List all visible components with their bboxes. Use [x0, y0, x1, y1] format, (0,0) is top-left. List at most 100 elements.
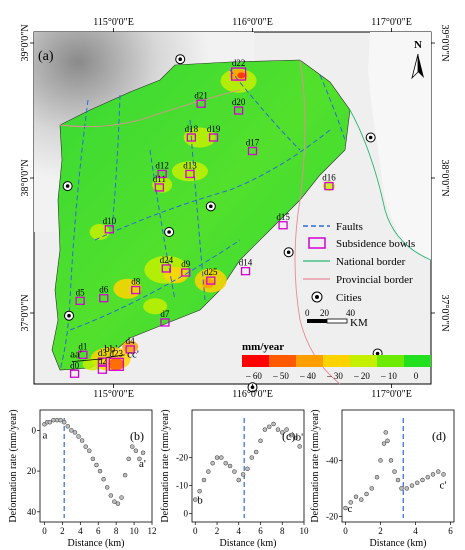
- deformation-blobs: [82, 68, 335, 371]
- legend-bowl-swatch: [308, 237, 326, 249]
- profile-frame: [191, 409, 305, 523]
- subsidence-bowl-d14: [240, 266, 251, 276]
- profile-point: [137, 456, 142, 462]
- profile-x-tick: 10: [130, 526, 140, 536]
- subsidence-bowl-d20: [233, 106, 244, 115]
- legend-subsidence-bowls: Subsidence bowls: [336, 238, 415, 250]
- lat-tick-left: 39°0'0"N: [20, 24, 31, 61]
- profile-point: [227, 463, 233, 469]
- profile-point: [353, 494, 359, 500]
- profile-point: [79, 438, 85, 443]
- profile-point: [232, 469, 237, 474]
- legend-city-swatch: [311, 291, 323, 303]
- bowl-label-d20: d20: [232, 97, 246, 107]
- lat-tick-right: 37°0'0"N: [439, 294, 450, 331]
- profile-point: [378, 458, 383, 463]
- lat-tick-left: 38°0'0"N: [20, 159, 31, 196]
- profile-y-tick: 20: [27, 466, 37, 476]
- fault-lines: [59, 69, 346, 371]
- bowl-label-d17: d17: [246, 138, 260, 148]
- lon-tick-top: 116°0'0"E: [232, 17, 273, 28]
- profile-label: aa': [70, 349, 82, 361]
- profile-point: [201, 477, 207, 483]
- profile-point: [69, 428, 74, 433]
- profile-point: [253, 449, 259, 455]
- bowl-label-d16: d16: [322, 173, 336, 183]
- profile-y-tick: 0: [32, 425, 37, 435]
- profile-point: [385, 438, 390, 444]
- profile-x-tick: 8: [114, 526, 119, 536]
- bowl-label-d3: d3: [98, 348, 108, 358]
- profile-y-tick: -20: [176, 453, 188, 463]
- subsidence-bowl-d23: [108, 357, 124, 371]
- city-markers: [62, 54, 383, 393]
- bowl-label-d22: d22: [232, 58, 246, 68]
- profile-point: [392, 469, 397, 474]
- lon-tick-bottom: 116°0'0"E: [232, 389, 273, 400]
- colorbar-unit: mm/year: [242, 341, 284, 353]
- lon-tick-top: 115°0'0"E: [93, 17, 134, 28]
- profile-point: [404, 486, 409, 491]
- subsidence-bowl-d4: [125, 345, 135, 354]
- profile-panel-d: 0 2 4 6 -20 -40 (d) c c' Distance (km) Deformation…: [310, 409, 455, 549]
- fault-line: [319, 74, 346, 141]
- panel-label-c: (c): [282, 429, 295, 443]
- profile-point: [210, 460, 215, 466]
- legend-national-border: National border: [336, 256, 406, 268]
- profile-y-tick: 0: [184, 509, 189, 519]
- profile-point: [348, 500, 353, 505]
- colorbar-swatch: [350, 355, 377, 367]
- bowl-label-d25: d25: [204, 267, 218, 277]
- lat-tick-left: 37°0'0"N: [20, 294, 31, 331]
- north-arrow: N: [411, 39, 424, 80]
- longitude-ticks: 115°0'0"E 115°0'0"E 116°0'0"E 116°0'0"E 117°…: [93, 17, 412, 400]
- bowl-label-d0: d0: [70, 360, 80, 370]
- profile-end-label: b': [296, 431, 304, 443]
- profile-xlabel: Distance (km): [370, 538, 427, 549]
- fault-line: [111, 94, 121, 231]
- profile-start-label: a: [42, 429, 47, 441]
- profile-x-tick: 0: [42, 526, 47, 536]
- profile-point: [266, 424, 272, 430]
- panel-label-b: (b): [130, 429, 144, 443]
- fault-line: [59, 99, 89, 371]
- profile-point: [58, 417, 63, 423]
- profile-point: [364, 491, 369, 497]
- bowl-label-d11: d11: [153, 174, 166, 184]
- bowl-label-d1: d1: [78, 341, 87, 351]
- profile-lines: aa' bb' cc': [70, 343, 139, 362]
- profile-point: [130, 444, 135, 449]
- profile-point: [94, 462, 99, 468]
- profile-point: [126, 456, 131, 462]
- profile-x-tick: 6: [96, 526, 101, 536]
- sea-area: [368, 32, 431, 260]
- profile-point: [197, 488, 202, 494]
- profile-y-tick: -40: [326, 455, 338, 465]
- scale-unit: KM: [350, 317, 368, 329]
- subsidence-bowl-d10: [104, 225, 114, 234]
- profile-point: [262, 427, 268, 432]
- scale-bar: 0 20 40 KM: [305, 308, 368, 329]
- subsidence-bowl-d5: [75, 296, 85, 306]
- colorbar-swatch: [242, 355, 269, 367]
- profile-point: [61, 419, 67, 425]
- profile-point: [83, 444, 88, 449]
- profile-point: [47, 419, 53, 425]
- bowl-label-d9: d9: [181, 259, 191, 269]
- profile-point: [388, 458, 394, 463]
- subsidence-bowl-d7: [160, 318, 170, 327]
- profile-point: [223, 460, 228, 466]
- profile-frame: [341, 409, 455, 523]
- profile-point: [108, 493, 114, 498]
- subsidence-bowl-d1: [78, 350, 88, 360]
- bowl-label-d5: d5: [76, 287, 86, 297]
- profile-point: [409, 483, 415, 488]
- subsidence-bowl-d22: [230, 67, 247, 81]
- subsidence-bowl-d2: [97, 365, 108, 374]
- profile-point: [101, 476, 106, 482]
- colorbar-swatch: [269, 355, 296, 367]
- profile-point: [415, 480, 420, 486]
- profile-point: [104, 485, 110, 490]
